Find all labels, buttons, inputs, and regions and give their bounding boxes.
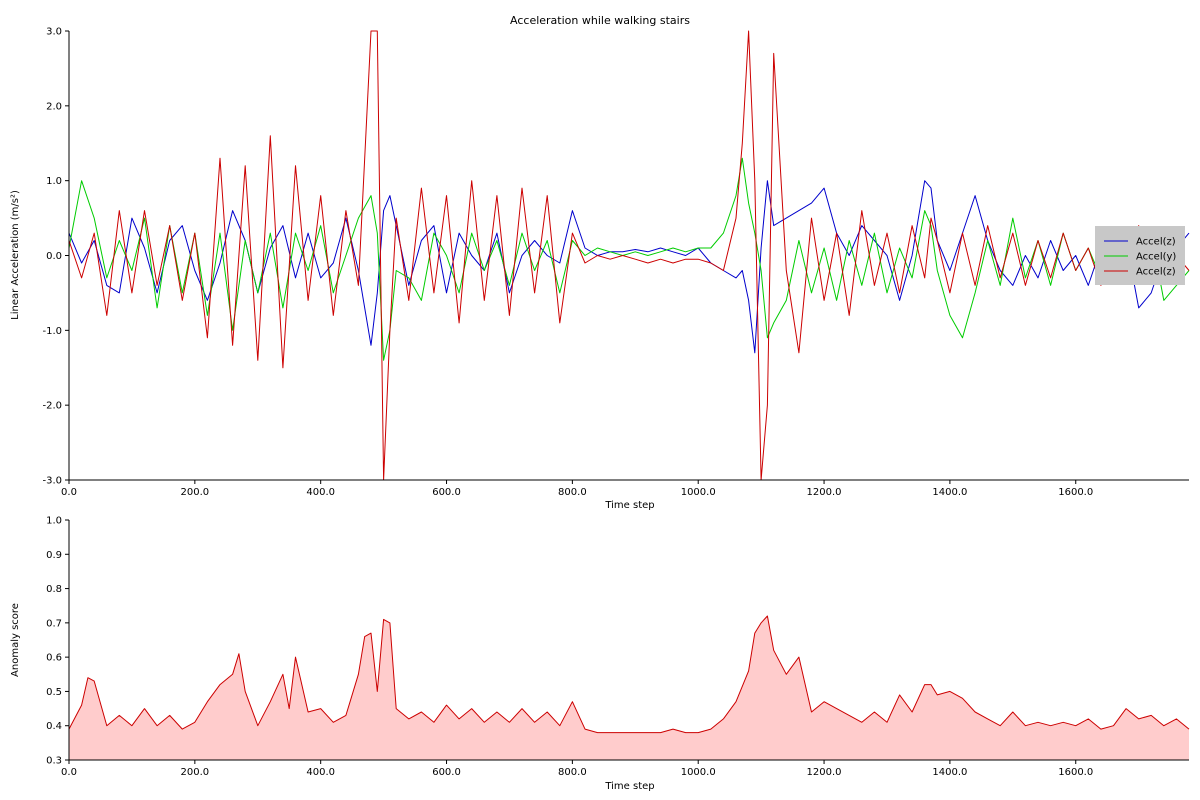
anomaly-y-tick-label: 0.3 <box>46 756 62 767</box>
y-tick-label: -2.0 <box>42 401 62 412</box>
x-tick-label: 400.0 <box>306 487 335 498</box>
legend: Accel(z) Accel(y) Accel(z) <box>1095 226 1185 285</box>
legend-label-1: Accel(y) <box>1136 252 1176 263</box>
y-tick-label: -1.0 <box>42 326 62 337</box>
anomaly-y-tick-label: 0.7 <box>46 618 62 629</box>
anomaly-y-tick-label: 0.8 <box>46 584 62 595</box>
anomaly-y-tick-label: 0.4 <box>46 721 62 732</box>
anomaly-x-tick-label: 800.0 <box>558 767 587 778</box>
anomaly-x-tick-label: 1000.0 <box>681 767 716 778</box>
anomaly-x-tick-label: 1200.0 <box>807 767 842 778</box>
anomaly-x-tick-label: 0.0 <box>61 767 77 778</box>
y-tick-label: -3.0 <box>42 476 62 487</box>
anomaly-y-tick-label: 0.9 <box>46 550 62 561</box>
y-axis-label: Linear Acceleration (m/s²) <box>10 190 21 320</box>
x-tick-label: 1600.0 <box>1058 487 1093 498</box>
axes: -3.0 -2.0 -1.0 0.0 1.0 2.0 3.0 0.0 200.0 400.0 600… <box>42 27 1189 498</box>
x-tick-label: 1000.0 <box>681 487 716 498</box>
anomaly-y-axis-label: Anomaly score <box>10 603 21 677</box>
series-group <box>68 30 1190 481</box>
y-tick-label: 3.0 <box>46 27 62 38</box>
series-line-1 <box>68 157 1190 361</box>
series-line-2 <box>68 30 1190 481</box>
legend-label-0: Accel(z) <box>1136 237 1176 248</box>
anomaly-y-tick-label: 1.0 <box>46 516 62 527</box>
series-line-0 <box>68 180 1190 354</box>
y-tick-label: 0.0 <box>46 251 62 262</box>
anomaly-y-tick-label: 0.5 <box>46 687 62 698</box>
anomaly-score-line <box>68 615 1190 734</box>
chart-title: Acceleration while walking stairs <box>510 14 690 27</box>
x-tick-label: 800.0 <box>558 487 587 498</box>
anomaly-x-axis-label: Time step <box>604 781 654 792</box>
y-tick-label: 1.0 <box>46 176 62 187</box>
anomaly-x-tick-label: 200.0 <box>181 767 210 778</box>
anomaly-x-tick-label: 1600.0 <box>1058 767 1093 778</box>
x-tick-label: 600.0 <box>432 487 461 498</box>
x-tick-label: 0.0 <box>61 487 77 498</box>
anomaly-x-tick-label: 1400.0 <box>932 767 967 778</box>
anomaly-chart: 0.3 0.4 0.5 0.6 0.7 0.8 0.9 1.0 0.0 200.0 400.0 600… <box>10 516 1190 792</box>
anomaly-series-group <box>68 615 1190 760</box>
x-tick-label: 1400.0 <box>932 487 967 498</box>
acceleration-chart: Acceleration while walking stairs -3.0 -2… <box>10 14 1190 511</box>
legend-label-2: Accel(z) <box>1136 267 1176 278</box>
x-tick-label: 1200.0 <box>807 487 842 498</box>
x-tick-label: 200.0 <box>181 487 210 498</box>
x-axis-label: Time step <box>604 500 654 511</box>
anomaly-x-tick-label: 400.0 <box>306 767 335 778</box>
anomaly-x-tick-label: 600.0 <box>432 767 461 778</box>
anomaly-area-fill <box>69 616 1189 760</box>
anomaly-axes: 0.3 0.4 0.5 0.6 0.7 0.8 0.9 1.0 0.0 200.0 400.0 600… <box>46 516 1189 778</box>
anomaly-y-tick-label: 0.6 <box>46 653 62 664</box>
y-tick-label: 2.0 <box>46 101 62 112</box>
